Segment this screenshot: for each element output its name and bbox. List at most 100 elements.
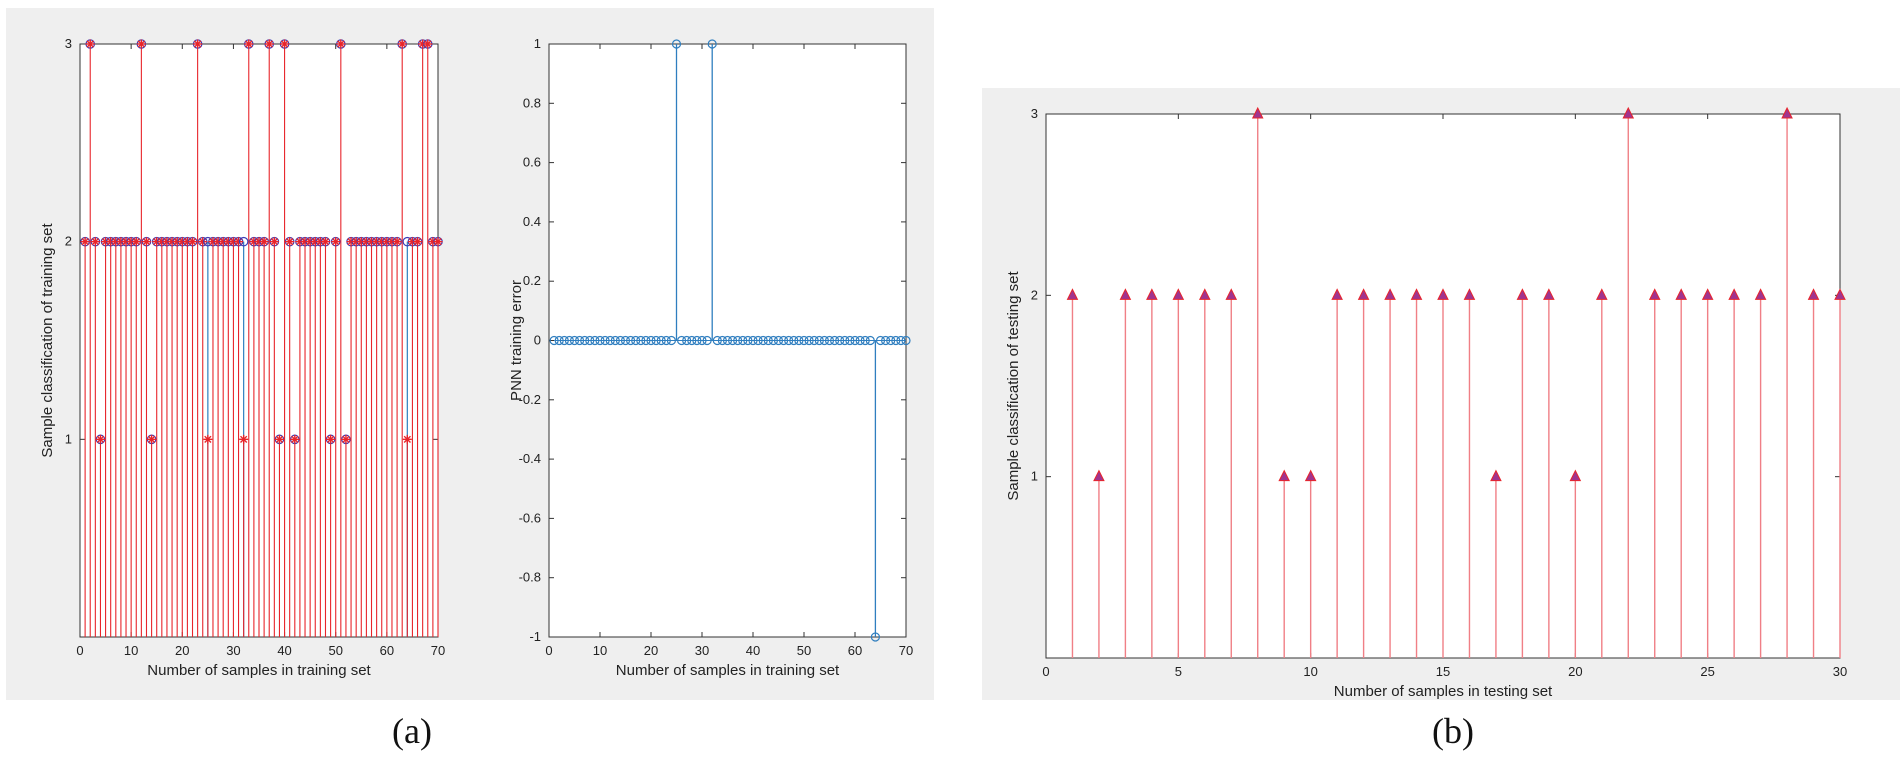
data-point xyxy=(676,335,687,346)
caption-b: (b) xyxy=(1432,711,1474,751)
data-point-triangle xyxy=(1357,288,1370,300)
x-axis-label: Number of samples in training set xyxy=(147,662,371,679)
y-tick-label: 3 xyxy=(1031,106,1038,121)
y-tick-label: 3 xyxy=(65,36,72,51)
x-tick-label: 70 xyxy=(899,643,913,658)
data-point xyxy=(590,335,600,346)
data-point-triangle xyxy=(1437,288,1449,300)
data-point xyxy=(840,335,850,346)
data-point xyxy=(778,335,789,346)
data-point xyxy=(814,335,824,346)
data-point xyxy=(574,335,585,346)
data-point-triangle xyxy=(1675,288,1688,300)
y-tick-label: 1 xyxy=(534,36,541,51)
data-point-star xyxy=(326,434,336,444)
data-point xyxy=(768,335,779,346)
data-point xyxy=(580,335,590,346)
data-point xyxy=(794,335,804,346)
x-tick-label: 30 xyxy=(1833,664,1847,679)
data-point xyxy=(651,335,661,346)
training-error-chart: 0 10 20 30 40 50 60 70 -1 -0.8 -0.6 -0.4 -0.2 0 0.2 0.4… xyxy=(508,36,913,679)
data-point-star xyxy=(147,434,157,444)
data-point-star xyxy=(392,237,402,247)
data-point-star xyxy=(136,39,146,49)
data-point-triangle xyxy=(1595,288,1608,300)
x-tick-label: 10 xyxy=(1303,664,1317,679)
data-point-star xyxy=(336,39,346,49)
data-point xyxy=(804,335,814,346)
data-point xyxy=(886,335,896,346)
y-tick-label: 1 xyxy=(1031,469,1038,484)
data-point xyxy=(620,335,631,346)
data-point-triangle xyxy=(1622,106,1635,119)
data-point-triangle xyxy=(1781,106,1793,119)
data-point-star xyxy=(280,39,290,49)
y-tick-label: 0.8 xyxy=(523,95,541,110)
data-point-star xyxy=(95,434,105,444)
data-point xyxy=(896,335,906,346)
data-point xyxy=(671,39,682,49)
data-point-triangle xyxy=(1119,288,1132,300)
data-point xyxy=(738,335,748,346)
data-point xyxy=(835,335,845,346)
data-point xyxy=(860,335,870,346)
data-point xyxy=(799,335,809,346)
data-point xyxy=(682,335,692,346)
data-point xyxy=(758,335,768,346)
data-point-star xyxy=(341,434,351,444)
data-point-triangle xyxy=(1278,469,1291,482)
data-point xyxy=(636,335,646,346)
x-tick-label: 0 xyxy=(76,643,83,658)
data-point-triangle xyxy=(1463,288,1476,300)
x-tick-label: 25 xyxy=(1700,664,1714,679)
data-point-triangle xyxy=(1384,288,1396,300)
x-tick-label: 30 xyxy=(226,643,240,658)
y-tick-label: 0 xyxy=(534,333,541,348)
data-point-star xyxy=(131,237,141,247)
x-tick-label: 0 xyxy=(545,643,552,658)
data-point-star xyxy=(397,39,407,49)
data-point xyxy=(625,335,636,346)
data-point xyxy=(712,335,722,346)
data-point xyxy=(789,335,799,346)
data-point-triangle xyxy=(1304,469,1317,482)
x-tick-label: 60 xyxy=(380,643,394,658)
data-point xyxy=(875,335,886,346)
x-tick-label: 40 xyxy=(277,643,291,658)
data-point-triangle xyxy=(1066,288,1079,300)
data-point xyxy=(707,39,717,49)
data-point-triangle xyxy=(1807,288,1820,300)
data-point-triangle xyxy=(1146,288,1158,300)
x-tick-label: 20 xyxy=(175,643,189,658)
data-point xyxy=(880,335,891,346)
data-point-triangle xyxy=(1701,288,1714,300)
data-point xyxy=(748,335,758,346)
data-point-triangle xyxy=(1251,106,1264,119)
data-point xyxy=(549,335,559,346)
data-point xyxy=(722,335,733,346)
y-tick-label: -0.6 xyxy=(519,510,541,525)
data-point xyxy=(631,335,641,346)
y-tick-label: 0.4 xyxy=(523,214,541,229)
data-point-star xyxy=(85,39,95,49)
y-tick-label: 0.2 xyxy=(523,273,541,288)
data-point xyxy=(753,335,763,346)
data-point-triangle xyxy=(1754,288,1767,300)
data-point xyxy=(646,335,656,346)
figure-panel-a: 0 10 20 30 40 50 60 70 1 2 3 Number of samples in t… xyxy=(6,8,934,700)
y-tick-label: 1 xyxy=(65,431,72,446)
x-tick-label: 30 xyxy=(695,643,709,658)
data-point xyxy=(554,335,564,346)
y-tick-label: -0.4 xyxy=(519,451,541,466)
x-tick-label: 10 xyxy=(124,643,138,658)
data-point-triangle xyxy=(1490,469,1502,482)
y-axis-label: PNN training error xyxy=(508,280,525,401)
data-point-star xyxy=(274,434,284,444)
data-point-star xyxy=(259,237,269,247)
data-point xyxy=(559,335,569,346)
data-point-star xyxy=(203,434,213,444)
data-point xyxy=(824,335,835,346)
data-point xyxy=(784,335,794,346)
data-point-star xyxy=(269,237,279,247)
x-tick-label: 70 xyxy=(431,643,445,658)
